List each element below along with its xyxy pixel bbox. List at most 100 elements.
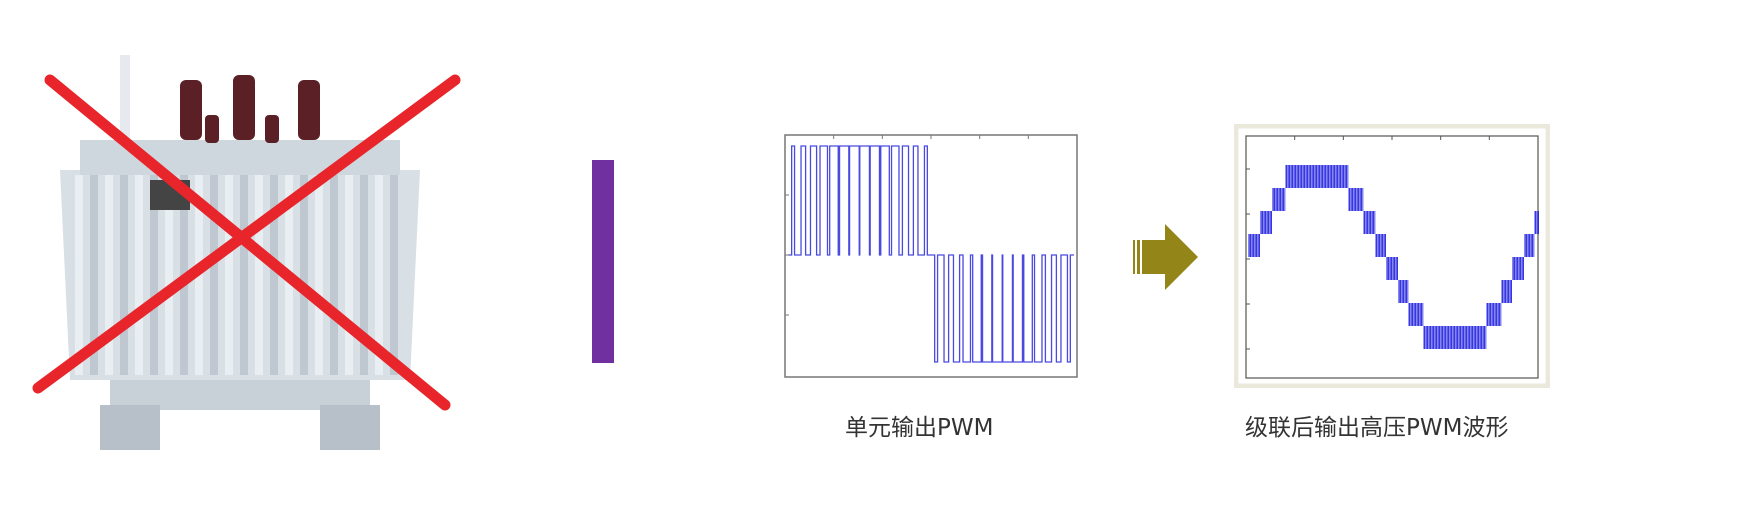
waveform-segment <box>1449 326 1451 349</box>
waveform-segment <box>1363 211 1365 234</box>
waveform-segment <box>1390 257 1392 280</box>
waveform-segment <box>1515 257 1517 280</box>
waveform-segment <box>1509 280 1511 303</box>
waveform-segment <box>1393 257 1395 280</box>
waveform-segment <box>1534 211 1536 234</box>
waveform-segment <box>1320 165 1322 188</box>
waveform-segment <box>1254 234 1256 257</box>
waveform-segment <box>1474 326 1476 349</box>
waveform-segment <box>1467 326 1469 349</box>
waveform-segment <box>1453 326 1455 349</box>
waveform-segment <box>1384 234 1386 257</box>
waveform-segment <box>1537 211 1539 234</box>
waveform-segment <box>1512 257 1514 280</box>
waveform-segment <box>1416 303 1418 326</box>
waveform-segment <box>1522 257 1524 280</box>
waveform-segment <box>1281 188 1283 211</box>
waveform-segment <box>1275 188 1277 211</box>
waveform-segment <box>1297 165 1299 188</box>
waveform-segment <box>1440 326 1442 349</box>
waveform-segment <box>1524 234 1526 257</box>
waveform-segment <box>1305 165 1307 188</box>
waveform-segment <box>1314 165 1316 188</box>
waveform-segment <box>1395 257 1397 280</box>
waveform-segment <box>1336 165 1338 188</box>
waveform-segment <box>1261 211 1263 234</box>
waveform-segment <box>1510 280 1512 303</box>
waveform-segment <box>1506 280 1508 303</box>
waveform-segment <box>1260 211 1262 234</box>
unit-pwm-caption: 单元输出PWM <box>845 415 994 441</box>
waveform-segment <box>1498 303 1500 326</box>
waveform-segment <box>1329 165 1331 188</box>
waveform-segment <box>1357 188 1359 211</box>
waveform-segment <box>1354 188 1356 211</box>
waveform-segment <box>1293 165 1295 188</box>
waveform-segment <box>1525 234 1527 257</box>
waveform-segment <box>1299 165 1301 188</box>
waveform-segment <box>1402 280 1404 303</box>
waveform-segment <box>1435 326 1437 349</box>
waveform-segment <box>1480 326 1482 349</box>
waveform-segment <box>1438 326 1440 349</box>
waveform-segment <box>1255 234 1257 257</box>
waveform-segment <box>1479 326 1481 349</box>
waveform-segment <box>1378 234 1380 257</box>
waveform-segment <box>1276 188 1278 211</box>
waveform-segment <box>1345 165 1347 188</box>
waveform-segment <box>1381 234 1383 257</box>
waveform-segment <box>1519 257 1521 280</box>
waveform-segment <box>1267 211 1269 234</box>
waveform-segment <box>1284 188 1286 211</box>
waveform-segment <box>1477 326 1479 349</box>
waveform-segment <box>1323 165 1325 188</box>
waveform-segment <box>1492 303 1494 326</box>
waveform-segment <box>1308 165 1310 188</box>
waveform-segment <box>1486 303 1488 326</box>
waveform-segment <box>1342 165 1344 188</box>
waveform-segment <box>1350 188 1352 211</box>
waveform-segment <box>1369 211 1371 234</box>
waveform-segment <box>1431 326 1433 349</box>
waveform-segment <box>1485 326 1487 349</box>
waveform-segment <box>1294 165 1296 188</box>
transformer-crossed-out-icon <box>32 55 461 450</box>
waveform-segment <box>1377 234 1379 257</box>
waveform-segment <box>1296 165 1298 188</box>
waveform-segment <box>1452 326 1454 349</box>
waveform-segment <box>1252 234 1254 257</box>
waveform-segment <box>1315 165 1317 188</box>
waveform-segment <box>1386 257 1388 280</box>
waveform-segment <box>1429 326 1431 349</box>
waveform-segment <box>1317 165 1319 188</box>
waveform-segment <box>1387 257 1389 280</box>
waveform-segment <box>1528 234 1530 257</box>
waveform-segment <box>1269 211 1271 234</box>
waveform-segment <box>1473 326 1475 349</box>
waveform-segment <box>1428 326 1430 349</box>
waveform-segment <box>1471 326 1473 349</box>
waveform-segment <box>1461 326 1463 349</box>
waveform-segment <box>1303 165 1305 188</box>
waveform-segment <box>1285 165 1287 188</box>
waveform-segment <box>1422 303 1424 326</box>
waveform-segment <box>1368 211 1370 234</box>
waveform-segment <box>1447 326 1449 349</box>
waveform-segment <box>1531 234 1533 257</box>
waveform-segment <box>1396 257 1398 280</box>
waveform-segment <box>1500 303 1502 326</box>
waveform-segment <box>1374 211 1376 234</box>
waveform-segment <box>1503 280 1505 303</box>
waveform-segment <box>1321 165 1323 188</box>
waveform-segment <box>1410 303 1412 326</box>
waveform-segment <box>1489 303 1491 326</box>
waveform-segment <box>1476 326 1478 349</box>
waveform-segment <box>1258 234 1260 257</box>
waveform-segment <box>1482 326 1484 349</box>
waveform-segment <box>1273 188 1275 211</box>
waveform-segment <box>1495 303 1497 326</box>
waveform-segment <box>1419 303 1421 326</box>
waveform-segment <box>1530 234 1532 257</box>
waveform-segment <box>1458 326 1460 349</box>
waveform-segment <box>1306 165 1308 188</box>
